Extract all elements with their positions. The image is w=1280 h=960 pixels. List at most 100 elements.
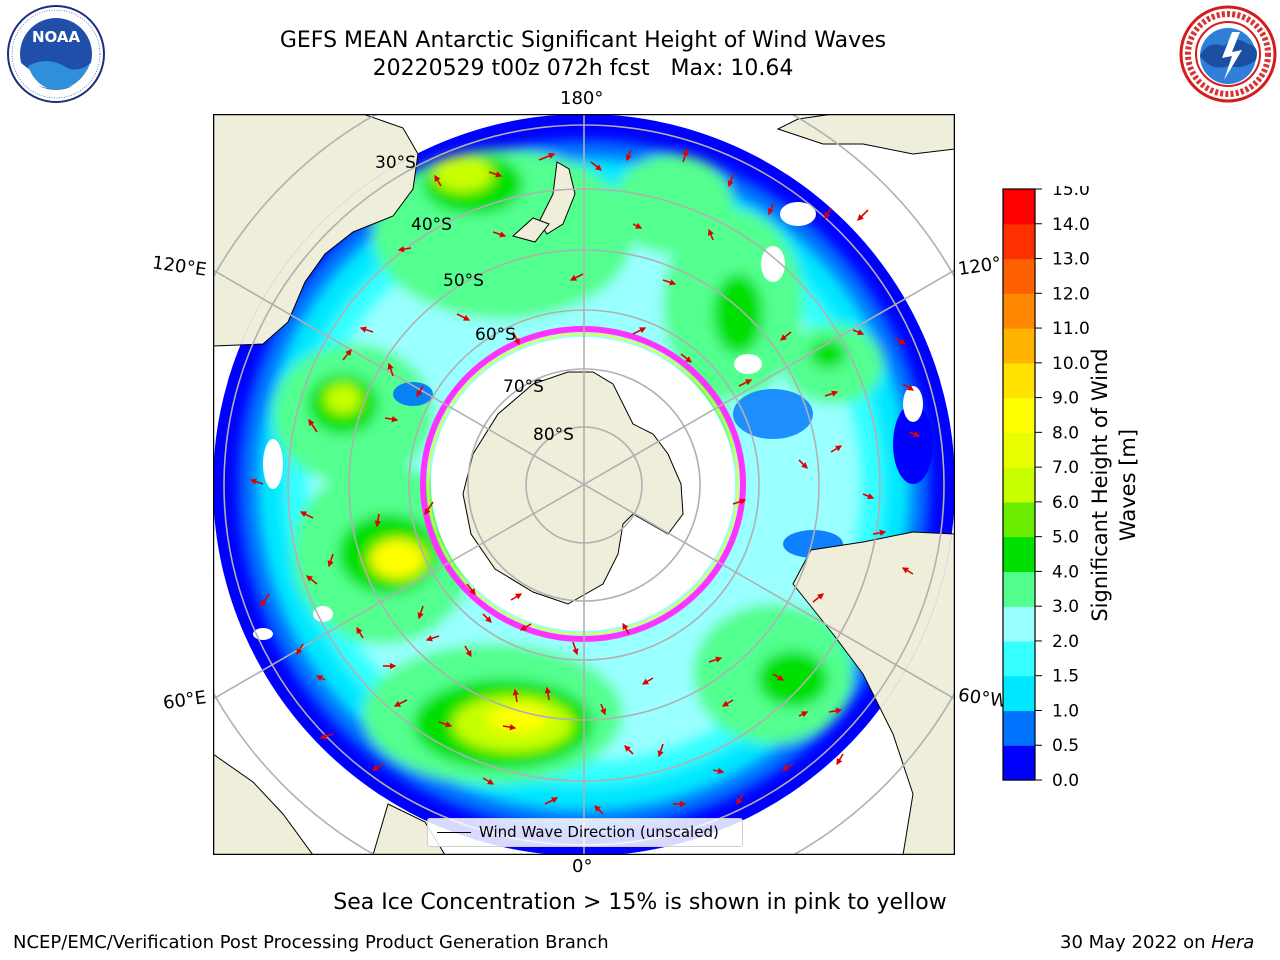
wind-wave-arrow xyxy=(492,231,507,238)
legend-line-swatch xyxy=(437,832,471,833)
wind-wave-arrow xyxy=(830,445,843,453)
wind-wave-arrow xyxy=(569,273,584,281)
colorbar-tick-label: 10.0 xyxy=(1052,354,1090,374)
colorbar-tick-label: 7.0 xyxy=(1052,458,1079,478)
colorbar-band xyxy=(1003,745,1035,781)
footer-date-text: 30 May 2022 on xyxy=(1060,932,1212,953)
wind-wave-arrow xyxy=(624,745,634,755)
wind-wave-arrow xyxy=(306,575,318,585)
wind-wave-arrow xyxy=(707,228,714,241)
noaa-logo-text: NOAA xyxy=(32,28,81,46)
wind-wave-arrow xyxy=(572,641,579,656)
colorbar-band xyxy=(1003,467,1035,503)
wind-wave-arrow xyxy=(438,721,453,728)
wind-wave-arrow xyxy=(393,699,408,707)
colorbar-tick-label: 5.0 xyxy=(1052,528,1079,548)
colorbar-band xyxy=(1003,675,1035,712)
wind-wave-arrow xyxy=(464,645,472,658)
wind-wave-arrow xyxy=(657,743,664,758)
wind-wave-arrow xyxy=(299,511,314,519)
wind-wave-arrow xyxy=(732,498,747,505)
wind-wave-arrow xyxy=(908,431,921,438)
wind-wave-arrow xyxy=(712,767,725,775)
colorbar-tick-label: 9.0 xyxy=(1052,389,1079,409)
wind-wave-arrow xyxy=(902,383,915,391)
colorbar-band xyxy=(1003,606,1035,642)
lat-label-30s: 30°S xyxy=(375,153,416,173)
wind-wave-arrow xyxy=(872,529,887,536)
colorbar-band xyxy=(1003,640,1035,677)
wind-wave-arrow xyxy=(852,329,865,336)
colorbar-band xyxy=(1003,362,1035,399)
footer-date: 30 May 2022 on Hera xyxy=(1060,932,1254,953)
wind-wave-arrow xyxy=(466,583,476,595)
wind-wave-arrow xyxy=(384,416,399,423)
wind-wave-arrow xyxy=(424,501,434,516)
wind-wave-arrow xyxy=(772,673,785,681)
wind-wave-arrow xyxy=(342,349,352,361)
lat-label-60s: 60°S xyxy=(475,325,516,345)
lat-label-80s: 80°S xyxy=(533,425,574,445)
chart-title: GEFS MEAN Antarctic Significant Height o… xyxy=(279,28,887,53)
lon-label-120e: 120°E xyxy=(150,252,208,281)
wind-wave-arrow xyxy=(308,418,318,433)
colorbar-band xyxy=(1003,536,1035,573)
wind-wave-arrow xyxy=(857,209,869,221)
colorbar-band xyxy=(1003,189,1035,225)
wind-wave-arrow xyxy=(397,246,412,253)
lon-label-120w: 120° xyxy=(956,253,1003,280)
wind-wave-arrow xyxy=(625,149,632,162)
wind-wave-arrow xyxy=(482,613,492,623)
wind-wave-arrow xyxy=(600,703,607,716)
colorbar-tick-label: 4.0 xyxy=(1052,562,1079,582)
colorbar-band xyxy=(1003,501,1035,538)
wind-wave-arrow xyxy=(456,313,471,321)
wind-wave-arrow xyxy=(812,593,824,603)
wind-wave-arrow xyxy=(738,379,753,387)
wind-wave-arrow xyxy=(824,207,832,220)
noaa-logo: NOAA xyxy=(7,5,105,103)
wind-wave-arrow xyxy=(359,326,374,333)
wind-wave-arrow xyxy=(425,635,440,642)
wind-wave-arrow xyxy=(594,805,604,815)
wind-wave-arrow xyxy=(632,327,647,335)
polar-map: 30°S 40°S 50°S 60°S 70°S 80°S xyxy=(213,114,955,855)
colorbar-band xyxy=(1003,710,1035,746)
map-legend: Wind Wave Direction (unscaled) xyxy=(427,818,743,847)
legend-label: Wind Wave Direction (unscaled) xyxy=(479,823,719,841)
wind-wave-arrow xyxy=(315,675,326,682)
wind-wave-arrow xyxy=(371,763,384,771)
colorbar-tick-label: 3.0 xyxy=(1052,597,1079,617)
footer-host: Hera xyxy=(1211,932,1255,953)
antarctica xyxy=(462,371,684,605)
wind-wave-arrow xyxy=(641,677,654,685)
wind-wave-arrow xyxy=(901,567,914,575)
colorbar-tick-label: 14.0 xyxy=(1052,215,1090,235)
wind-wave-arrow xyxy=(680,353,692,363)
wind-wave-arrow xyxy=(780,331,792,341)
wind-wave-arrow xyxy=(798,711,809,718)
colorbar-tick-label: 15.0 xyxy=(1052,186,1090,200)
wind-wave-arrow xyxy=(824,390,839,397)
footer-branch: NCEP/EMC/Verification Post Processing Pr… xyxy=(13,932,609,953)
wind-wave-arrow xyxy=(798,459,808,469)
wind-wave-arrows xyxy=(249,148,921,815)
wind-wave-arrow xyxy=(387,362,394,377)
colorbar-tick-label: 1.5 xyxy=(1052,667,1079,687)
wind-wave-arrow xyxy=(622,622,630,635)
colorbar-tick-label: 1.0 xyxy=(1052,701,1079,721)
wind-wave-arrow xyxy=(632,222,643,229)
lon-label-60e: 60°E xyxy=(161,687,208,714)
colorbar-tick-label: 8.0 xyxy=(1052,423,1079,443)
wind-wave-arrow xyxy=(512,688,519,703)
colorbar-band xyxy=(1003,258,1035,294)
wind-wave-arrow xyxy=(767,203,774,216)
colorbar-tick-label: 0.5 xyxy=(1052,736,1079,756)
wind-wave-arrow xyxy=(319,733,334,740)
colorbar: 0.0 0.5 1.0 1.5 2.0 3.0 4.0 5.0 6.0 7.0 8.0 9.0 10.0… xyxy=(1002,186,1090,786)
wind-wave-arrow xyxy=(836,753,844,766)
colorbar-band xyxy=(1003,397,1035,433)
chart-subtitle: 20220529 t00z 072h fcst Max: 10.64 xyxy=(372,56,794,81)
lon-label-180: 180° xyxy=(560,88,604,109)
wind-wave-arrow xyxy=(862,493,875,500)
